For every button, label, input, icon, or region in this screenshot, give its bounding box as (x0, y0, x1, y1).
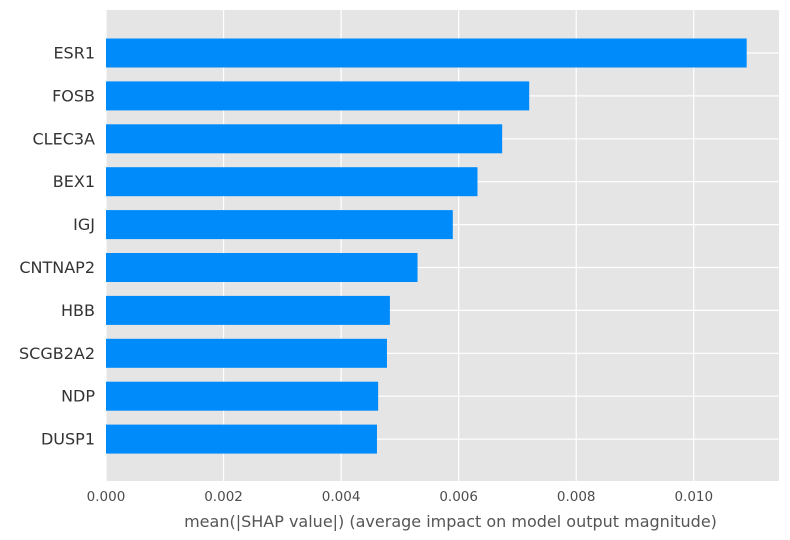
bar-igj (106, 210, 453, 240)
bar-cntnap2 (106, 253, 418, 282)
category-label: FOSB (52, 86, 95, 105)
bar-scgb2a2 (106, 338, 387, 368)
bars (106, 38, 747, 454)
bar-esr1 (106, 38, 747, 68)
category-label: IGJ (73, 215, 95, 234)
bar-bex1 (106, 167, 478, 197)
category-label: DUSP1 (41, 430, 95, 449)
bar-dusp1 (106, 424, 377, 454)
bar-ndp (106, 381, 379, 411)
category-label: ESR1 (53, 44, 95, 63)
category-label: NDP (61, 387, 95, 406)
x-tick-label: 0.008 (557, 489, 596, 505)
x-tick-label: 0.000 (87, 489, 126, 505)
bar-hbb (106, 295, 390, 325)
bar-clec3a (106, 124, 503, 154)
x-tick-labels: 0.000 0.002 0.004 0.006 0.008 0.010 (87, 489, 713, 505)
category-label: CNTNAP2 (19, 258, 95, 277)
category-label: BEX1 (53, 172, 95, 191)
category-label: HBB (61, 301, 95, 320)
x-tick-label: 0.002 (204, 489, 243, 505)
category-labels: ESR1 FOSB CLEC3A BEX1 IGJ CNTNAP2 HBB SCGB2A2 ND… (19, 44, 95, 449)
category-label: SCGB2A2 (19, 344, 95, 363)
bar-fosb (106, 81, 530, 111)
x-tick-label: 0.004 (322, 489, 361, 505)
category-label: CLEC3A (33, 129, 96, 148)
x-tick-label: 0.010 (674, 489, 713, 505)
x-tick-label: 0.006 (439, 489, 478, 505)
x-axis-label: mean(|SHAP value|) (average impact on mo… (184, 512, 717, 531)
